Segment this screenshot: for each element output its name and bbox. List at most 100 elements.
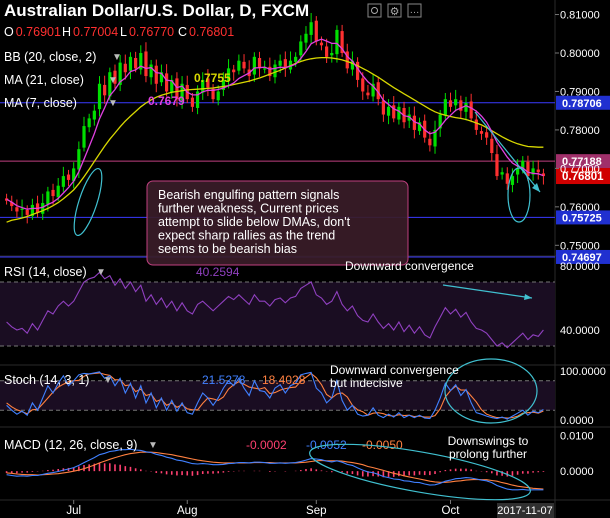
macd-signal-value: -0.0050 [362, 438, 403, 452]
candle-body [454, 99, 458, 106]
rsi-title: RSI (14, close) [4, 265, 87, 279]
candle-body [134, 58, 138, 69]
candle-body [139, 53, 143, 70]
more-icon-glyph: … [410, 5, 420, 16]
candle-body [283, 59, 287, 69]
ma7-line [6, 38, 544, 210]
candle-body [144, 51, 148, 77]
candle-body [72, 168, 76, 182]
candle-body [505, 173, 509, 184]
price-tick-2: 0.79000 [560, 86, 600, 98]
stoch-tick-0: 100.0000 [560, 366, 606, 378]
candle-body [263, 68, 267, 70]
settings-icon[interactable] [387, 3, 402, 18]
candle-body [350, 60, 355, 70]
candle-body [448, 100, 453, 107]
main-price-axis: 0.81000 0.80000 0.79000 0.78000 0.77000 0.760… [555, 10, 600, 252]
candle-body [355, 61, 360, 80]
time-label-0: Jul [66, 505, 81, 517]
stoch-band-fill [0, 380, 555, 411]
macd-line [6, 448, 544, 491]
candle-body [175, 78, 179, 100]
stoch-ellipse [444, 358, 538, 424]
candle-body [516, 168, 520, 175]
candle-body [330, 53, 334, 56]
candle-body [226, 68, 231, 82]
candle-body [536, 169, 540, 173]
stoch-note-1: Downward convergence [330, 363, 459, 377]
rsi-line [6, 271, 544, 349]
candle-body [438, 114, 442, 129]
candle-body [66, 174, 71, 180]
last-price-label: 0.76801 [562, 171, 604, 183]
level-label-3: 0.74697 [562, 252, 602, 264]
candle-body [56, 185, 60, 198]
macd-title: MACD (12, 26, close, 9) [4, 438, 137, 452]
level-badge-3 [556, 249, 610, 264]
ohlc-value-O: 0.76901 [16, 25, 61, 39]
candle-body [87, 118, 91, 128]
ohlc-key-L: L [120, 25, 127, 39]
more-icon[interactable] [407, 3, 422, 18]
stoch-pane: 100.0000 0.0000 Stoch (14, 3, 1) ▼ 21.5278 18… [0, 366, 606, 427]
candle-body [97, 83, 102, 110]
candle-body [278, 60, 282, 66]
candle-body [257, 58, 262, 69]
candle-body [309, 22, 313, 35]
macd-dropdown-icon: ▼ [148, 440, 158, 451]
analysis-annotation: Bearish engulfing pattern signals further… [146, 180, 409, 266]
candle-body [164, 73, 169, 92]
candle-body [20, 208, 24, 210]
time-label-1: Aug [177, 505, 197, 517]
time-axis: Jul Aug Sep Oct 2017-11-07 [66, 500, 554, 518]
candle-body [221, 79, 225, 90]
analysis-text-line: seems to be bearish bias [158, 242, 297, 256]
ma21-line [6, 56, 544, 223]
analysis-text-line: further weakness, Current prices [158, 202, 339, 216]
indicator-dropdown-icon-1: ▼ [108, 75, 118, 86]
candle-body [474, 119, 478, 130]
indicator-label-1: MA (21, close) [4, 73, 84, 87]
indicator-label-0: BB (20, close, 2) [4, 50, 96, 64]
candle-body [345, 51, 349, 69]
main-levels: 0.78706 0.77188 0.75725 0.74697 0.76801 [0, 95, 610, 264]
indicator-value-2: 0.7679 [148, 94, 185, 108]
candle-body [510, 176, 515, 185]
main-trend-arrowhead [532, 183, 540, 192]
candle-body [82, 126, 86, 148]
stoch-dropdown-icon: ▼ [103, 375, 113, 386]
candle-body [242, 61, 246, 69]
chart-header: Australian Dollar/U.S. Dollar, D, FXCM ⚙… [4, 1, 422, 110]
macd-ellipse [309, 443, 531, 501]
macd-note-1: Downswings to [448, 434, 529, 448]
ohlc-key-C: C [178, 25, 187, 39]
candle-body [469, 101, 473, 119]
price-tick-3: 0.78000 [560, 125, 600, 137]
level-label-1: 0.77188 [562, 156, 602, 168]
candle-body [103, 84, 107, 96]
candle-body [108, 72, 112, 97]
candle-body [459, 100, 463, 111]
candle-body [335, 29, 339, 55]
analysis-text-line: expect sharp rallies as the trend [158, 229, 335, 243]
stoch-note-2: but indecisive [330, 376, 403, 390]
analysis-text-line: attempt to slide below DMAs, don't [158, 215, 351, 229]
candle-body [30, 204, 34, 217]
candle-body [386, 106, 391, 116]
drawn-annotations [73, 111, 541, 501]
candle-body [154, 65, 158, 84]
candle-body [479, 131, 484, 134]
candle-body [433, 129, 437, 147]
ohlc-key-O: O [4, 25, 14, 39]
candle-body [159, 72, 164, 83]
candle-body [340, 31, 344, 53]
candle-body [500, 172, 504, 175]
rsi-value: 40.2594 [196, 265, 240, 279]
indicator-legend: BB (20, close, 2) ▼ MA (21, close) ▼ 0.7755 M… [4, 50, 231, 110]
candle-body [92, 110, 96, 120]
eye-icon[interactable] [367, 3, 382, 18]
stoch-k-value: 21.5278 [202, 373, 246, 387]
indicator-dropdown-icon-2: ▼ [108, 98, 118, 109]
rsi-tick-0: 80.0000 [560, 261, 600, 273]
